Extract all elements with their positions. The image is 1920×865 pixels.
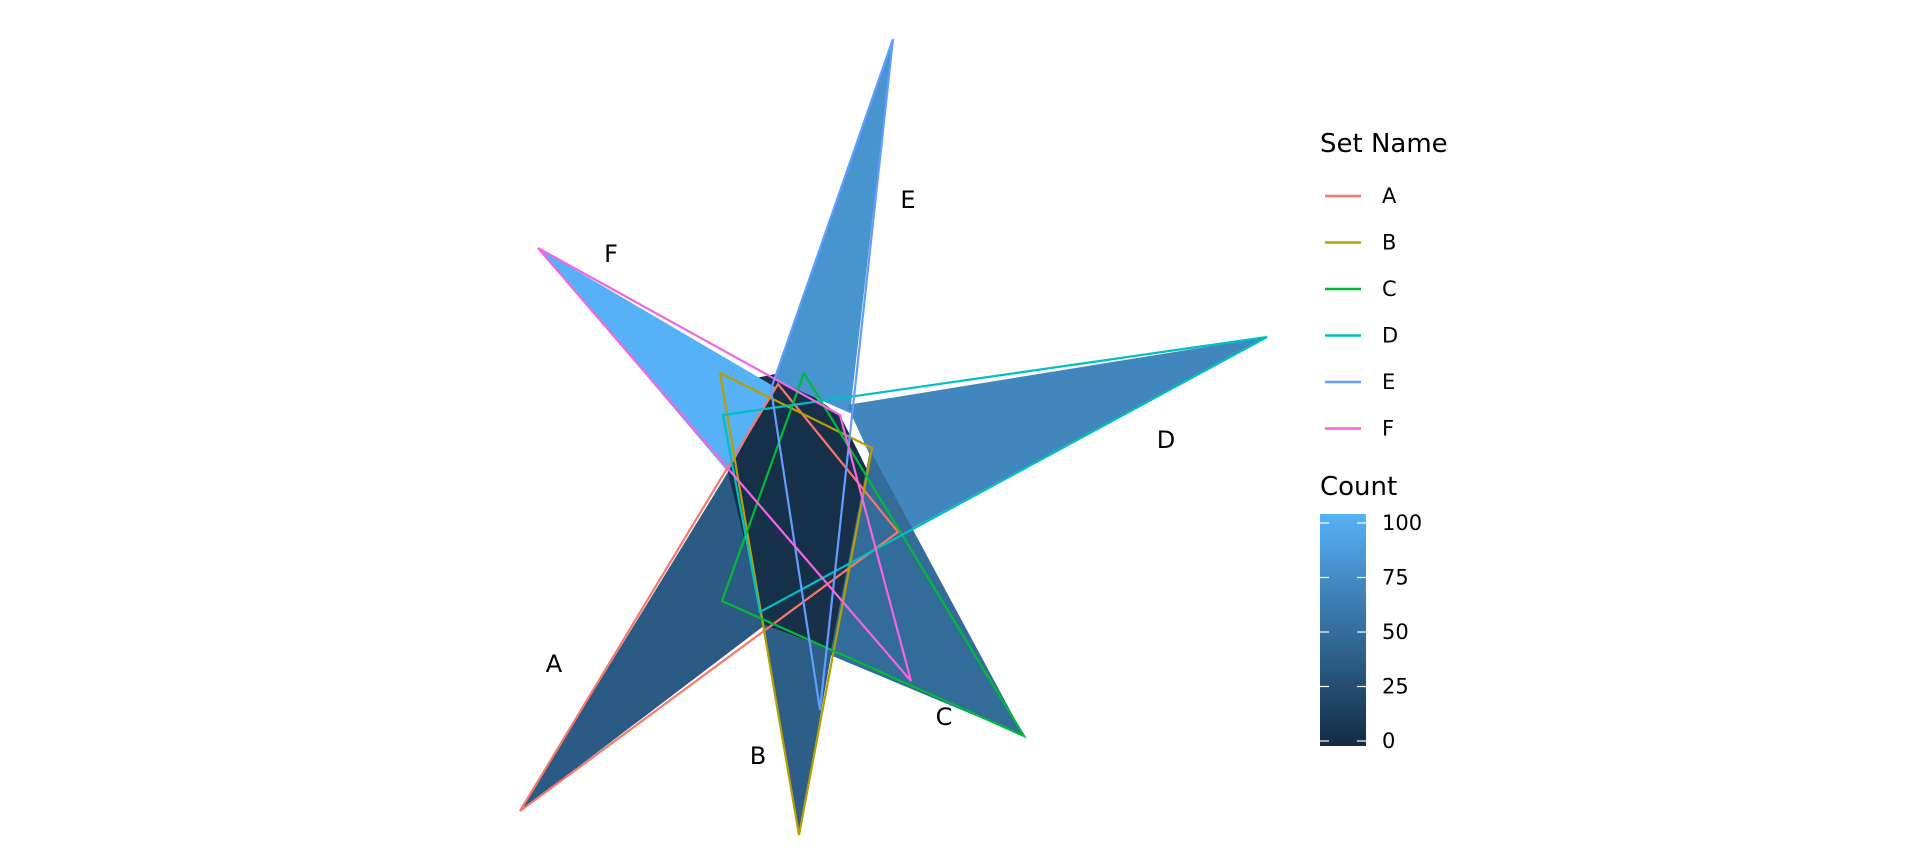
venn-label-d: D (1157, 426, 1175, 454)
venn-label-c: C (936, 703, 953, 731)
colorbar-tick-label-0: 0 (1382, 729, 1395, 753)
venn-region-fills (520, 39, 1267, 835)
venn-region-e (775, 39, 893, 413)
colorbar-tick-label-25: 25 (1382, 675, 1409, 699)
venn-label-a: A (546, 650, 563, 678)
legend-set-title: Set Name (1320, 129, 1448, 159)
legend-count-title: Count (1320, 472, 1397, 502)
legend-label-a: A (1382, 184, 1397, 208)
legend-label-d: D (1382, 324, 1398, 348)
legend-label-c: C (1382, 277, 1397, 301)
colorbar-tick-label-75: 75 (1382, 566, 1409, 590)
legend-label-b: B (1382, 231, 1396, 255)
legend-label-f: F (1382, 417, 1394, 441)
venn-region-b (764, 625, 832, 835)
legend-colorbar (1320, 514, 1366, 746)
colorbar-tick-label-100: 100 (1382, 511, 1422, 535)
venn-region-a (520, 472, 765, 811)
venn-label-e: E (900, 186, 915, 214)
legend-label-e: E (1382, 370, 1395, 394)
venn-label-b: B (750, 742, 766, 770)
venn-label-f: F (604, 240, 618, 268)
colorbar-tick-label-50: 50 (1382, 620, 1409, 644)
